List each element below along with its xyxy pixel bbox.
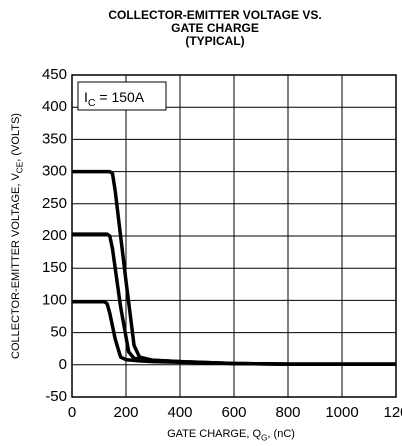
y-tick-label: 50	[50, 324, 67, 341]
y-axis-title: COLLECTOR-EMITTER VOLTAGE, VCE, (VOLTS)	[10, 113, 24, 359]
x-tick-label: 600	[221, 404, 246, 421]
chart-title: GATE CHARGE	[171, 21, 259, 35]
series-line	[72, 299, 396, 366]
chart-title: (TYPICAL)	[185, 34, 244, 48]
x-tick-label: 800	[275, 404, 300, 421]
x-axis-title-part: G	[261, 433, 267, 442]
y-tick-label: 200	[42, 227, 67, 244]
y-tick-label: 400	[42, 98, 67, 115]
annotation-part: = 150A	[95, 89, 144, 105]
x-tick-label: 400	[167, 404, 192, 421]
x-tick-label: 120	[383, 404, 402, 421]
x-tick-label: 0	[68, 404, 76, 421]
y-tick-label: 150	[42, 259, 67, 276]
x-axis-title: GATE CHARGE, QG, (nC)	[167, 428, 295, 442]
annotation: IC = 150A	[84, 89, 145, 109]
x-tick-label: 200	[113, 404, 138, 421]
y-tick-label: 350	[42, 130, 67, 147]
y-tick-label: 0	[59, 356, 67, 373]
annotation-part: I	[84, 89, 88, 105]
annotation-part: C	[88, 97, 96, 109]
x-axis-title-part: GATE CHARGE, Q	[167, 428, 261, 440]
x-tick-label: 1000	[325, 404, 358, 421]
y-axis-title-part: COLLECTOR-EMITTER VOLTAGE, V	[10, 173, 22, 359]
annotation-box	[77, 81, 167, 111]
y-tick-label: 450	[42, 66, 67, 83]
y-axis-title-part: , (VOLTS)	[10, 113, 22, 162]
y-tick-label: 100	[42, 291, 67, 308]
y-tick-label: -50	[45, 388, 67, 405]
x-axis-title-part: , (nC)	[267, 428, 295, 440]
y-tick-label: 250	[42, 195, 67, 212]
chart-title: COLLECTOR-EMITTER VOLTAGE VS.	[108, 8, 321, 22]
plot-frame	[71, 74, 397, 398]
y-axis-title-part: CE	[15, 161, 24, 173]
y-tick-label: 300	[42, 163, 67, 180]
